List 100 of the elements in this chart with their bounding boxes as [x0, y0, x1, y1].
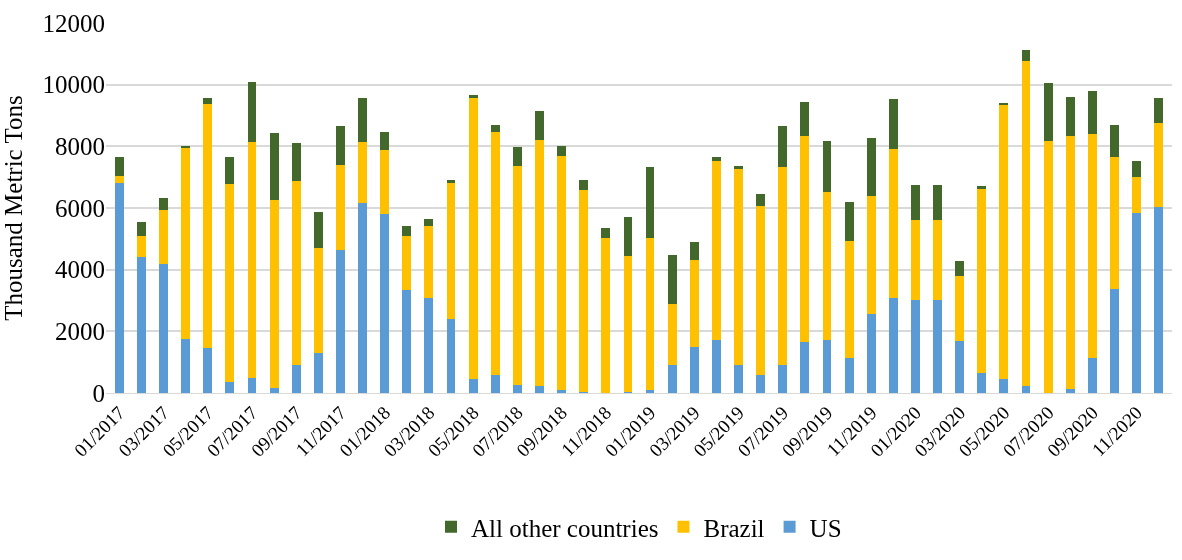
- bar: [313, 352, 323, 393]
- bar: [512, 147, 522, 167]
- bar: [291, 181, 301, 366]
- bar: [955, 261, 965, 277]
- bar: [557, 146, 567, 156]
- bar: [667, 255, 677, 304]
- bar: [247, 378, 257, 393]
- bar: [446, 319, 456, 393]
- bar: [800, 135, 810, 342]
- bar: [601, 237, 611, 393]
- bar: [336, 125, 345, 165]
- bar: [225, 157, 235, 184]
- bar: [911, 184, 920, 220]
- bar: [358, 98, 367, 143]
- bar: [512, 384, 522, 393]
- bar: [844, 358, 854, 393]
- bar: [114, 157, 124, 176]
- y-tick-label: 8000: [55, 133, 105, 161]
- bar: [1132, 212, 1142, 393]
- bar: [822, 191, 832, 341]
- bar: [1154, 122, 1164, 208]
- bar: [866, 314, 876, 393]
- bar: [933, 184, 942, 220]
- bar: [888, 298, 898, 393]
- bar: [114, 175, 124, 184]
- bar: [490, 124, 500, 133]
- bar: [159, 197, 168, 210]
- bar: [689, 241, 699, 260]
- bar: [1065, 97, 1075, 137]
- bar: [977, 372, 987, 393]
- bar: [734, 169, 743, 366]
- bar: [247, 142, 257, 379]
- bar: [1087, 357, 1097, 393]
- bar: [667, 365, 677, 393]
- bar: [999, 104, 1009, 380]
- bar: [159, 263, 168, 393]
- bar: [667, 303, 677, 366]
- bar: [291, 143, 301, 182]
- bar: [336, 164, 345, 250]
- bar: [468, 379, 478, 393]
- bar: [623, 256, 633, 393]
- bar: [888, 148, 898, 299]
- bar: [844, 202, 854, 241]
- bar: [535, 140, 544, 387]
- bar: [358, 142, 367, 203]
- bar: [136, 257, 146, 393]
- bar: [203, 348, 213, 393]
- bar: [181, 147, 191, 340]
- bar: [446, 183, 456, 320]
- bar: [1087, 91, 1097, 134]
- bar: [1132, 177, 1142, 213]
- bar: [225, 382, 235, 393]
- bar: [269, 200, 279, 389]
- bar: [579, 179, 589, 191]
- bar: [181, 145, 191, 148]
- bar: [1021, 61, 1031, 386]
- bar: [1065, 136, 1075, 389]
- bar: [490, 374, 500, 393]
- bar: [424, 297, 434, 393]
- legend-label: Brazil: [703, 514, 765, 542]
- bar: [535, 386, 544, 393]
- bar: [291, 365, 301, 393]
- bar: [136, 221, 146, 236]
- bar: [689, 347, 699, 393]
- bar: [955, 340, 965, 393]
- bar: [468, 97, 478, 380]
- bar: [800, 341, 810, 393]
- bar: [380, 131, 390, 150]
- bar: [778, 365, 788, 393]
- legend-label: All other countries: [471, 514, 659, 542]
- bar: [1043, 140, 1053, 393]
- bar: [557, 155, 567, 390]
- bar: [955, 276, 965, 341]
- bar: [1110, 288, 1119, 393]
- bar: [844, 240, 854, 359]
- bar: [933, 299, 942, 393]
- bar: [402, 290, 412, 393]
- bar: [1087, 133, 1097, 358]
- bar: [734, 166, 743, 170]
- bar: [645, 237, 655, 390]
- bar: [269, 133, 279, 201]
- bar: [402, 236, 412, 291]
- bar: [247, 82, 257, 143]
- y-tick-label: 2000: [55, 318, 105, 346]
- bar: [535, 111, 544, 141]
- bar: [888, 99, 898, 149]
- bar: [313, 248, 323, 353]
- bar: [380, 214, 390, 393]
- bar: [380, 149, 390, 215]
- bar: [711, 157, 721, 161]
- bar: [358, 202, 367, 393]
- bar: [778, 166, 788, 366]
- y-tick-label: 12000: [42, 9, 105, 37]
- bar: [800, 101, 810, 136]
- bar: [1154, 97, 1164, 123]
- bar: [734, 365, 743, 393]
- bar: [977, 185, 987, 189]
- bar: [159, 209, 168, 264]
- bar: [269, 388, 279, 393]
- bar: [778, 126, 788, 167]
